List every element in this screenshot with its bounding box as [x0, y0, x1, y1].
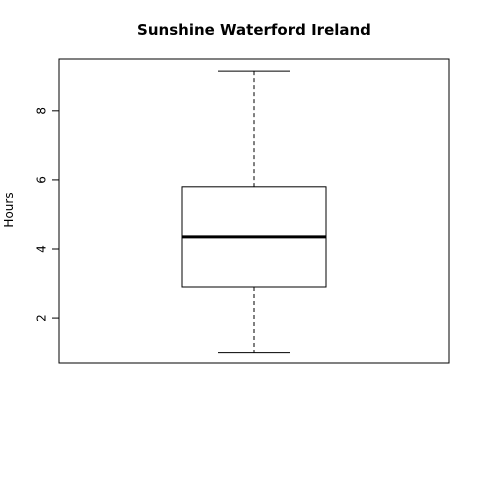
y-tick-label: 8: [35, 107, 49, 115]
boxplot-marks: [181, 70, 327, 354]
y-tick-label: 2: [35, 314, 49, 322]
plot-frame: [58, 58, 450, 364]
y-axis: 2 4 6 8: [35, 107, 59, 322]
y-axis-label: Hours: [2, 192, 16, 227]
chart-title: Sunshine Waterford Ireland: [137, 21, 371, 39]
y-tick-label: 4: [35, 245, 49, 253]
y-tick-label: 6: [35, 176, 49, 184]
